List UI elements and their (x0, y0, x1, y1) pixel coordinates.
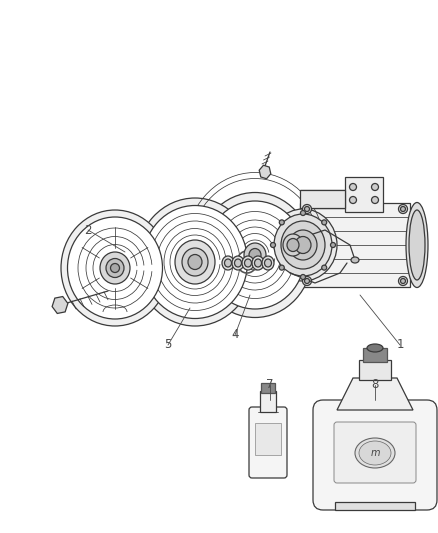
Ellipse shape (182, 248, 208, 276)
Bar (300, 203, 410, 287)
Ellipse shape (244, 259, 251, 267)
Text: 8: 8 (371, 378, 379, 392)
Ellipse shape (303, 277, 311, 286)
Ellipse shape (106, 259, 124, 278)
Ellipse shape (252, 256, 264, 270)
Ellipse shape (300, 211, 305, 215)
Ellipse shape (367, 344, 383, 352)
Ellipse shape (287, 238, 299, 252)
Bar (255, 423, 281, 455)
Ellipse shape (234, 259, 241, 267)
Ellipse shape (331, 243, 336, 247)
Ellipse shape (279, 265, 284, 270)
Ellipse shape (254, 259, 261, 267)
FancyBboxPatch shape (313, 400, 437, 510)
Ellipse shape (274, 214, 332, 276)
Ellipse shape (232, 256, 244, 270)
Ellipse shape (400, 206, 406, 212)
Polygon shape (259, 165, 271, 179)
Bar (335, 502, 415, 510)
Ellipse shape (304, 206, 310, 212)
Bar (300, 190, 345, 208)
Ellipse shape (279, 220, 284, 225)
Ellipse shape (67, 217, 162, 319)
Ellipse shape (371, 183, 378, 190)
Ellipse shape (142, 206, 247, 319)
Ellipse shape (100, 252, 130, 284)
Ellipse shape (242, 256, 254, 270)
Ellipse shape (198, 192, 312, 318)
Bar (363, 348, 387, 362)
Ellipse shape (399, 205, 407, 214)
Polygon shape (52, 296, 68, 313)
Ellipse shape (355, 438, 395, 468)
Text: 7: 7 (266, 378, 274, 392)
FancyBboxPatch shape (249, 407, 287, 478)
Ellipse shape (359, 441, 391, 465)
Text: m: m (370, 448, 380, 458)
Ellipse shape (249, 248, 261, 262)
Ellipse shape (136, 198, 254, 326)
Ellipse shape (244, 243, 266, 267)
Bar (261, 383, 275, 393)
Ellipse shape (409, 210, 425, 280)
Text: 1: 1 (396, 338, 404, 351)
Ellipse shape (222, 256, 234, 270)
Ellipse shape (283, 234, 303, 256)
Text: 5: 5 (164, 338, 172, 351)
Ellipse shape (300, 274, 305, 279)
Ellipse shape (271, 243, 276, 247)
Ellipse shape (281, 221, 325, 269)
Bar (260, 391, 276, 412)
Ellipse shape (269, 209, 337, 281)
Ellipse shape (406, 203, 428, 287)
Ellipse shape (304, 279, 310, 284)
Ellipse shape (400, 279, 406, 284)
Polygon shape (337, 378, 413, 410)
Bar (359, 360, 391, 380)
Ellipse shape (205, 201, 305, 309)
FancyBboxPatch shape (334, 422, 416, 483)
Text: 2: 2 (84, 223, 92, 237)
Bar (345, 177, 383, 212)
Ellipse shape (188, 254, 202, 270)
Ellipse shape (350, 197, 357, 204)
Ellipse shape (262, 256, 274, 270)
Ellipse shape (303, 205, 311, 214)
Ellipse shape (371, 197, 378, 204)
Ellipse shape (110, 263, 120, 272)
Ellipse shape (350, 183, 357, 190)
Ellipse shape (175, 240, 215, 284)
Ellipse shape (322, 265, 327, 270)
Ellipse shape (322, 220, 327, 225)
Ellipse shape (61, 210, 169, 326)
Ellipse shape (351, 257, 359, 263)
Ellipse shape (289, 230, 317, 260)
Ellipse shape (295, 237, 311, 254)
Ellipse shape (265, 259, 272, 267)
Ellipse shape (225, 259, 232, 267)
Text: 4: 4 (231, 328, 239, 342)
Ellipse shape (399, 277, 407, 286)
